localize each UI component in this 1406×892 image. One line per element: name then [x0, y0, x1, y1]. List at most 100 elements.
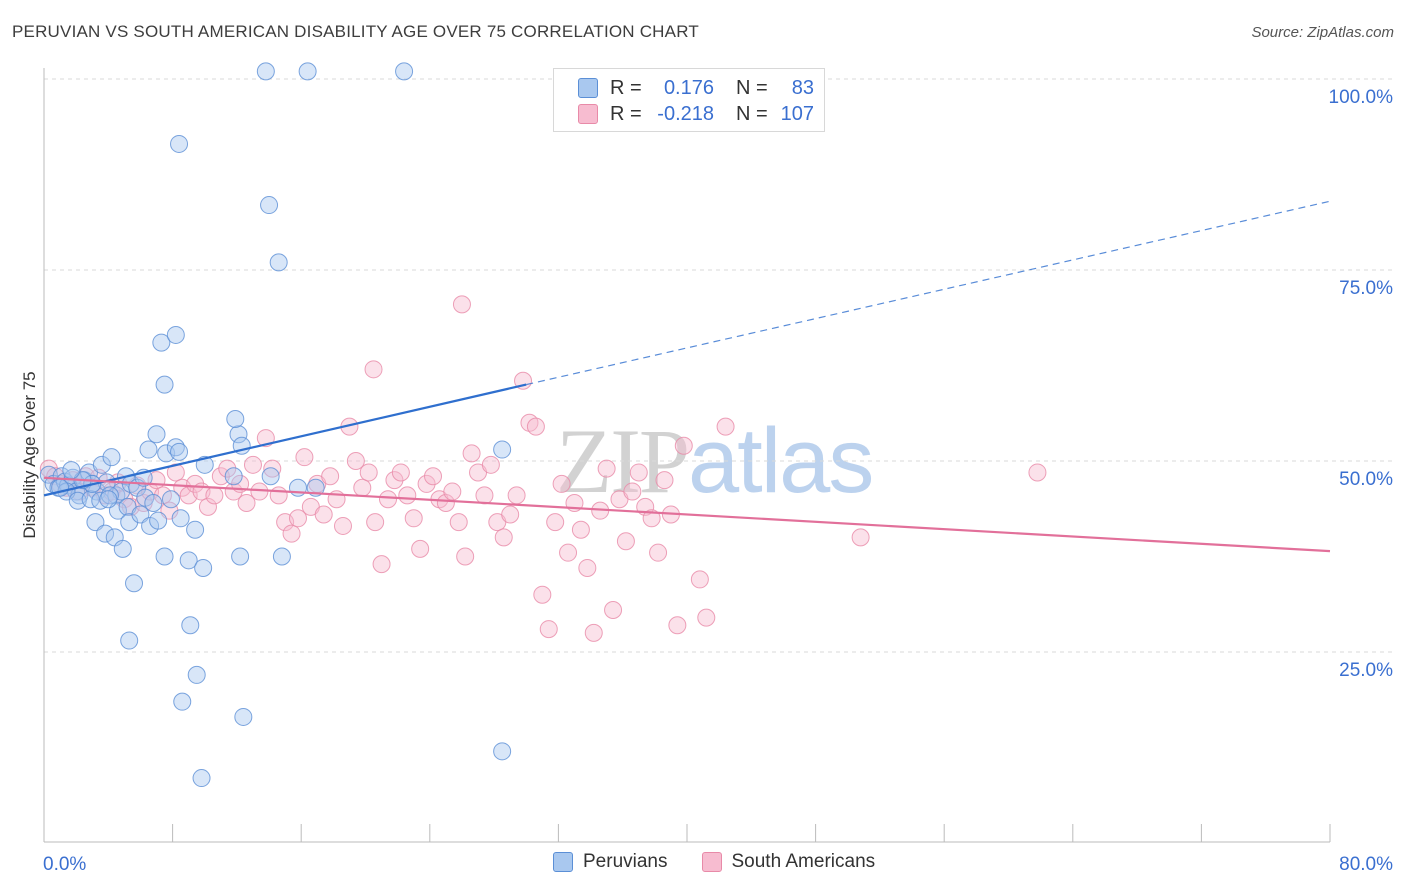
peruvian-point [298, 62, 317, 81]
peruvian-point [493, 440, 512, 459]
south-american-point [288, 509, 307, 528]
y-axis-label: Disability Age Over 75 [20, 371, 39, 538]
pink-swatch-icon [578, 104, 598, 124]
south-american-point [282, 524, 301, 543]
south-american-point [559, 543, 578, 562]
south-american-point [623, 482, 642, 501]
south-american-point [333, 516, 352, 535]
peruvian-point [155, 375, 174, 394]
peruvian-point [125, 574, 144, 593]
south-american-point [604, 600, 623, 619]
south-american-point [411, 539, 430, 558]
x-tick-label: 80.0% [1339, 854, 1393, 875]
south-american-point [629, 463, 648, 482]
south-american-point [649, 543, 668, 562]
peruvian-point [81, 490, 100, 509]
south-american-point [398, 486, 417, 505]
south-american-point [321, 467, 340, 486]
peruvian-point [173, 692, 192, 711]
south-american-point [452, 295, 471, 314]
y-tick-label: 100.0% [1329, 87, 1394, 108]
peruvian-point [152, 333, 171, 352]
n-value: 107 [780, 102, 814, 125]
peruvian-trend-extension [526, 200, 1331, 386]
south-american-point [295, 448, 314, 467]
south-american-point [1028, 463, 1047, 482]
peruvian-point [144, 494, 163, 513]
peruvian-point [147, 425, 166, 444]
south-american-point [198, 497, 217, 516]
south-american-point [359, 463, 378, 482]
south-american-point [716, 417, 735, 436]
legend-item-south-americans: South Americans [701, 851, 876, 873]
south-american-point [364, 360, 383, 379]
south-american-point [211, 467, 230, 486]
south-american-point [385, 471, 404, 490]
south-american-point [584, 623, 603, 642]
south-american-point [186, 474, 205, 493]
peruvian-point [181, 616, 200, 635]
south-american-point [642, 509, 661, 528]
south-american-point [597, 459, 616, 478]
south-american-point [462, 444, 481, 463]
south-american-point [404, 509, 423, 528]
y-tick-label: 50.0% [1339, 469, 1393, 490]
south-american-point [851, 528, 870, 547]
south-american-point [449, 513, 468, 532]
peruvian-point [155, 547, 174, 566]
peruvian-point [195, 455, 214, 474]
south-american-point [697, 608, 716, 627]
peruvian-point [170, 134, 189, 153]
south-american-point [514, 371, 533, 390]
r-label: R = [610, 102, 642, 125]
south-american-trend-line [43, 476, 1331, 553]
south-american-point [366, 513, 385, 532]
peruvian-point [186, 520, 205, 539]
r-label: R = [610, 76, 642, 99]
peruvian-point [68, 491, 87, 510]
peruvian-point [131, 505, 150, 524]
south-american-point [655, 471, 674, 490]
peruvian-point [92, 455, 111, 474]
r-value: -0.218 [657, 102, 714, 125]
peruvian-point [269, 253, 288, 272]
south-american-point [417, 474, 436, 493]
peruvian-point [139, 440, 158, 459]
peruvian-point [260, 196, 279, 215]
south-american-point [616, 532, 635, 551]
south-american-point [263, 459, 282, 478]
peruvian-point [194, 558, 213, 577]
south-american-point [218, 459, 237, 478]
south-american-point [539, 620, 558, 639]
peruvian-point [86, 513, 105, 532]
series-legend: Peruvians South Americans [553, 851, 909, 873]
south-american-point [379, 490, 398, 509]
south-american-point [237, 494, 256, 513]
r-value: 0.176 [663, 76, 714, 99]
south-american-point [546, 513, 565, 532]
peruvian-point [171, 509, 190, 528]
peruvian-point [224, 467, 243, 486]
legend-label-south-americans: South Americans [731, 851, 876, 872]
south-american-point [501, 505, 520, 524]
peruvian-point [99, 490, 118, 509]
stats-legend: R = 0.176 N = 83 R = -0.218 N = 107 [553, 68, 825, 132]
peruvian-point [161, 490, 180, 509]
legend-item-peruvians: Peruvians [553, 851, 668, 873]
peruvian-point [187, 665, 206, 684]
y-tick-label: 75.0% [1339, 278, 1393, 299]
peruvian-point [120, 631, 139, 650]
peruvian-point [234, 707, 253, 726]
peruvian-point [179, 551, 198, 570]
south-american-point [674, 436, 693, 455]
peruvian-point [96, 524, 115, 543]
blue-swatch-icon [553, 852, 573, 872]
south-american-point [372, 555, 391, 574]
x-tick-label: 0.0% [43, 854, 86, 875]
blue-swatch-icon [578, 78, 598, 98]
n-value: 83 [791, 76, 814, 99]
legend-row-peruvians: R = 0.176 N = 83 [578, 76, 814, 100]
south-american-point [424, 467, 443, 486]
peruvian-point [157, 444, 176, 463]
south-american-point [243, 455, 262, 474]
